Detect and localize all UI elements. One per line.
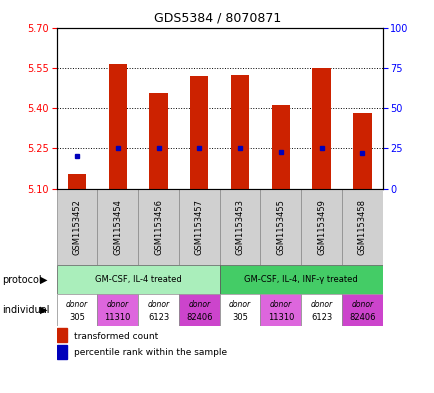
Bar [149, 93, 167, 189]
Bar [341, 294, 382, 326]
Text: GSM1153457: GSM1153457 [194, 199, 203, 255]
FancyBboxPatch shape [138, 189, 178, 265]
Text: donor: donor [106, 300, 128, 309]
Text: 6123: 6123 [310, 313, 332, 321]
Bar [97, 294, 138, 326]
Bar [312, 68, 330, 189]
Bar [56, 294, 97, 326]
Text: GSM1153458: GSM1153458 [357, 199, 366, 255]
FancyBboxPatch shape [178, 189, 219, 265]
Text: ▶: ▶ [40, 275, 47, 285]
Text: GSM1153459: GSM1153459 [316, 199, 326, 255]
Text: 305: 305 [69, 313, 85, 321]
Text: 6123: 6123 [148, 313, 169, 321]
FancyBboxPatch shape [260, 189, 300, 265]
Text: 11310: 11310 [267, 313, 293, 321]
Text: protocol: protocol [2, 275, 42, 285]
Bar [260, 294, 300, 326]
Text: GM-CSF, IL-4, INF-γ treated: GM-CSF, IL-4, INF-γ treated [244, 275, 357, 284]
Bar [108, 64, 127, 189]
Text: donor: donor [66, 300, 88, 309]
Bar [190, 76, 208, 189]
Bar [300, 294, 341, 326]
Text: donor: donor [147, 300, 169, 309]
Text: GSM1153455: GSM1153455 [276, 199, 285, 255]
Bar [352, 114, 371, 189]
Text: GSM1153453: GSM1153453 [235, 199, 244, 255]
Text: 82406: 82406 [349, 313, 375, 321]
FancyBboxPatch shape [300, 189, 341, 265]
Bar [271, 105, 289, 189]
FancyBboxPatch shape [56, 189, 97, 265]
Text: GSM1153452: GSM1153452 [72, 199, 81, 255]
Text: 11310: 11310 [104, 313, 131, 321]
FancyBboxPatch shape [219, 189, 260, 265]
Bar [138, 294, 178, 326]
Bar [219, 294, 260, 326]
Text: donor: donor [310, 300, 332, 309]
Bar [56, 265, 219, 294]
Text: donor: donor [188, 300, 210, 309]
Bar [178, 294, 219, 326]
Bar [219, 265, 382, 294]
Text: transformed count: transformed count [73, 332, 158, 341]
Text: GM-CSF, IL-4 treated: GM-CSF, IL-4 treated [95, 275, 181, 284]
Text: ▶: ▶ [40, 305, 47, 315]
Text: donor: donor [351, 300, 373, 309]
Text: 305: 305 [232, 313, 247, 321]
Bar [68, 174, 86, 189]
Text: donor: donor [228, 300, 250, 309]
Text: percentile rank within the sample: percentile rank within the sample [73, 348, 226, 357]
Text: individual: individual [2, 305, 49, 315]
Text: donor: donor [269, 300, 291, 309]
Bar [230, 75, 249, 189]
Bar [56, 328, 67, 342]
Text: GSM1153456: GSM1153456 [154, 199, 163, 255]
Text: 82406: 82406 [186, 313, 212, 321]
Bar [56, 345, 67, 359]
Text: GSM1153454: GSM1153454 [113, 199, 122, 255]
FancyBboxPatch shape [97, 189, 138, 265]
FancyBboxPatch shape [341, 189, 382, 265]
Text: GDS5384 / 8070871: GDS5384 / 8070871 [154, 12, 280, 25]
